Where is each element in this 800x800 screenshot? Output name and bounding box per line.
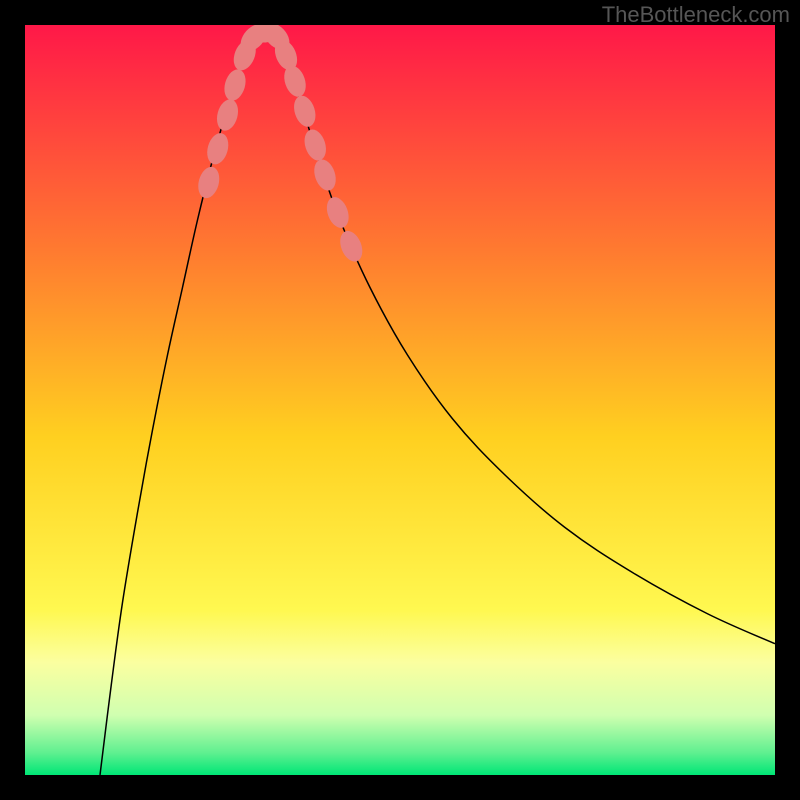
- bottleneck-curve-chart: [25, 25, 775, 775]
- chart-outer-frame: TheBottleneck.com: [0, 0, 800, 800]
- gradient-background: [25, 25, 775, 775]
- watermark-text: TheBottleneck.com: [602, 2, 790, 28]
- plot-area: [25, 25, 775, 775]
